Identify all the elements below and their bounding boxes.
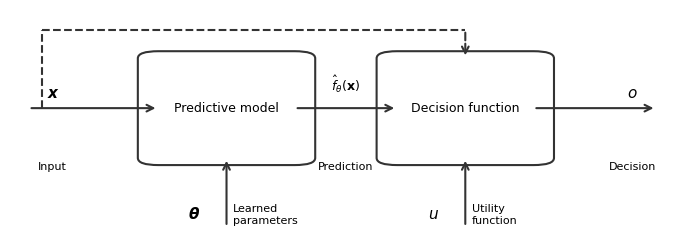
FancyBboxPatch shape: [138, 51, 315, 165]
Text: Utility
function: Utility function: [472, 204, 518, 226]
Text: $\hat{f}_{\theta}(\mathbf{x})$: $\hat{f}_{\theta}(\mathbf{x})$: [332, 74, 360, 95]
Text: Decision: Decision: [609, 162, 656, 173]
Text: Prediction: Prediction: [318, 162, 373, 173]
Text: Decision function: Decision function: [411, 102, 519, 115]
Text: Input: Input: [38, 162, 67, 173]
Text: x: x: [48, 86, 58, 102]
Text: u: u: [428, 207, 438, 222]
FancyBboxPatch shape: [377, 51, 554, 165]
Text: Learned
parameters: Learned parameters: [234, 204, 298, 226]
Text: $o$: $o$: [627, 86, 638, 102]
Text: Predictive model: Predictive model: [174, 102, 279, 115]
Text: θ: θ: [189, 207, 199, 222]
